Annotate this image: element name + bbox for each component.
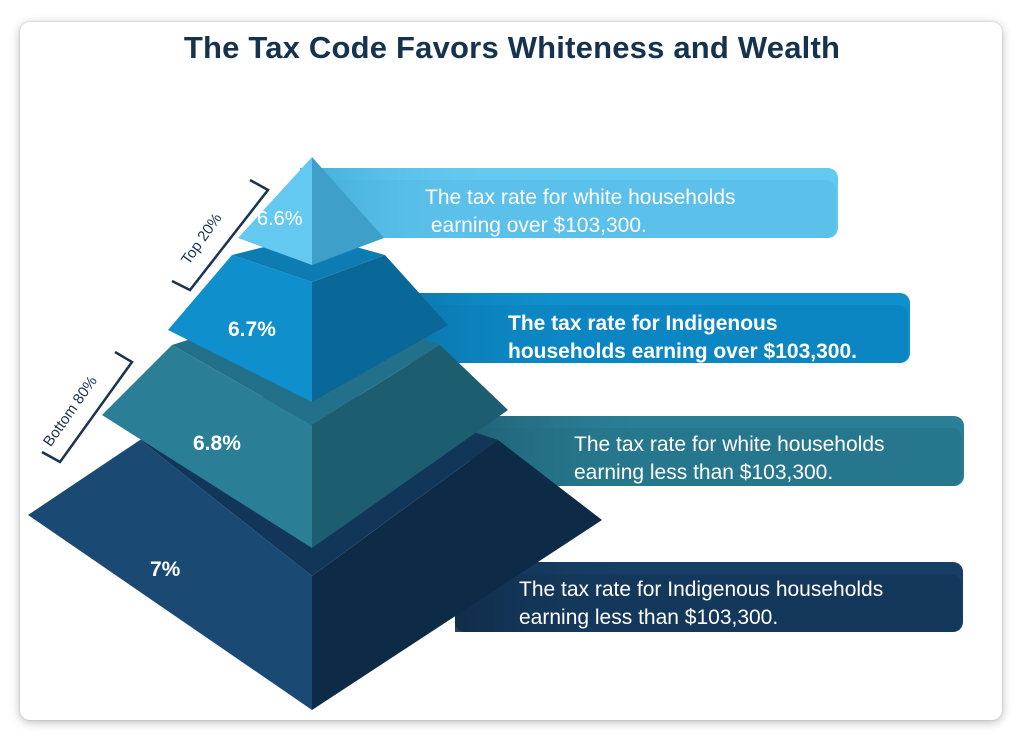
tier-3-label-text: The tax rate for white households earning…: [574, 431, 885, 487]
tier-4-label: The tax rate for Indigenous households ea…: [519, 576, 883, 632]
top-bracket-line: [171, 178, 270, 292]
tier-3-label: The tax rate for white households earning…: [574, 431, 885, 487]
tier-1-percent: 6.6%: [257, 208, 303, 230]
pyramid-tier-1: [238, 157, 384, 265]
tier-4-percent: 7%: [150, 558, 181, 581]
label-line: The tax rate for Indigenous: [508, 312, 778, 335]
tier-1-label: The tax rate for white households earnin…: [425, 184, 736, 240]
label-line: earning less than $103,300.: [574, 461, 834, 484]
tier-4-label-text: The tax rate for Indigenous households ea…: [519, 576, 883, 632]
tier-3-percent: 6.8%: [193, 432, 241, 455]
label-line: The tax rate for white households: [425, 186, 736, 209]
label-line: earning less than $103,300.: [519, 606, 779, 629]
tier-2-label: The tax rate for Indigenous households ea…: [508, 310, 857, 366]
label-line: The tax rate for Indigenous households: [519, 578, 884, 601]
label-line: households earning over $103,300.: [508, 340, 857, 363]
page-title: The Tax Code Favors Whiteness and Wealth: [183, 30, 841, 65]
label-line: earning over $103,300.: [425, 214, 647, 237]
bottom-bracket-line: [41, 350, 134, 464]
label-line: The tax rate for white households: [574, 433, 885, 456]
tier-2-percent: 6.7%: [228, 318, 276, 341]
tier-1-label-text: The tax rate for white households earnin…: [425, 184, 736, 240]
banner-tier-4: [455, 562, 963, 632]
tier-2-label-text: The tax rate for Indigenous households ea…: [508, 310, 857, 366]
